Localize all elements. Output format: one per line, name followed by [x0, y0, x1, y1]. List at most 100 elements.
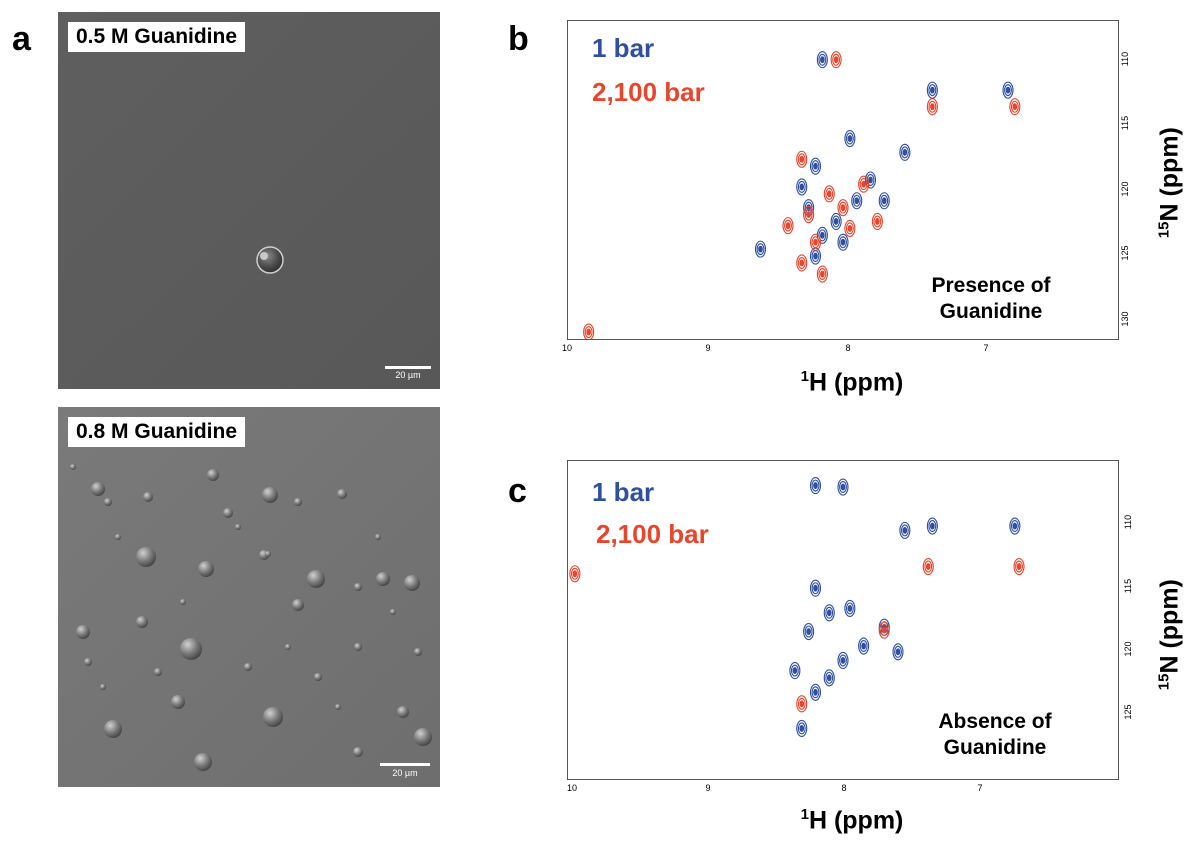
peak-red [803, 206, 815, 224]
panel-letter-a: a [12, 20, 31, 58]
peak-blue [1002, 81, 1014, 99]
peak-red [926, 98, 938, 116]
peak-red [837, 199, 849, 217]
y-tick: 125 [1123, 704, 1133, 720]
droplet [223, 508, 233, 518]
x-tick: 8 [841, 783, 847, 793]
droplet [136, 547, 156, 567]
peak-blue [816, 51, 828, 69]
y-axis-label: 15N (ppm) [1155, 83, 1184, 283]
peak-blue [789, 662, 801, 680]
peak-blue [809, 683, 822, 701]
peak-blue [823, 604, 835, 622]
peak-red [1013, 557, 1025, 576]
concentration-label-0-8m: 0.8 M Guanidine [68, 417, 246, 448]
condition-note-line1: Presence of [931, 274, 1051, 297]
droplet [337, 489, 347, 499]
droplet [180, 599, 186, 605]
x-axis-label-text: H (ppm) [808, 368, 904, 397]
peak-blue [816, 226, 828, 244]
droplet [84, 658, 92, 666]
x-axis-label: 1H (ppm) [752, 806, 952, 835]
peak-blue [796, 178, 808, 196]
legend-1-bar: 1 bar [592, 33, 655, 63]
droplet [353, 747, 363, 757]
peak-blue [844, 129, 856, 148]
micrograph-0-5m: 0.5 M Guanidine 20 µm [58, 12, 440, 389]
x-tick: 8 [845, 343, 851, 353]
peak-red [796, 150, 808, 168]
droplet [265, 551, 271, 557]
droplet [91, 482, 105, 496]
nmr-plot-c [569, 477, 1025, 737]
x-axis-label-text: H (ppm) [808, 806, 904, 835]
peak-blue [830, 212, 842, 231]
legend-2100-bar: 2,100 bar [592, 77, 705, 107]
peak-red [830, 51, 842, 69]
droplet [207, 469, 219, 481]
peak-red [878, 621, 890, 639]
droplet [397, 706, 409, 718]
peak-blue [878, 192, 890, 210]
micrograph-0-8m-image [58, 407, 440, 787]
y-tick: 130 [1120, 311, 1130, 327]
x-axis-label-isotope: 1 [800, 368, 809, 385]
y-axis-label: 15N (ppm) [1155, 535, 1184, 735]
peak-blue [837, 651, 849, 670]
droplet [263, 707, 283, 727]
y-axis-label-isotope: 15 [1155, 221, 1173, 239]
droplet [285, 644, 291, 650]
peak-blue [844, 599, 856, 617]
droplet [171, 695, 185, 709]
concentration-label-0-5m: 0.5 M Guanidine [68, 22, 246, 53]
x-tick: 7 [983, 343, 989, 353]
droplet [244, 663, 252, 671]
nmr-plot-b [583, 51, 1021, 339]
peak-blue [892, 643, 904, 661]
peak-red [809, 233, 822, 251]
peak-red [871, 212, 883, 231]
droplet [376, 572, 390, 586]
y-axis-label-isotope: 15 [1155, 673, 1173, 691]
x-tick: 10 [561, 343, 572, 353]
y-tick: 115 [1123, 578, 1133, 594]
nmr-spectrum-c: 1 bar 2,100 bar Absence of Guanidine [567, 460, 1119, 780]
peak-red [858, 175, 870, 193]
x-axis-label-isotope: 1 [800, 806, 809, 823]
peak-red [922, 557, 934, 576]
droplet [198, 561, 214, 577]
droplet [262, 487, 278, 503]
x-axis-label: 1H (ppm) [752, 368, 952, 397]
peak-red [583, 323, 595, 339]
droplet [235, 524, 241, 530]
peak-blue [851, 192, 863, 210]
peak-blue [837, 233, 849, 251]
condition-note-line2: Guanidine [939, 300, 1043, 324]
droplet [414, 728, 432, 746]
peak-blue [796, 719, 808, 737]
peak-blue [899, 143, 911, 161]
peak-red [1009, 98, 1021, 116]
droplet [154, 668, 162, 676]
peak-red [823, 185, 835, 203]
y-tick: 110 [1120, 51, 1130, 67]
droplet [143, 492, 153, 502]
peak-blue [809, 477, 822, 495]
condition-note: Presence of Guanidine [906, 273, 1076, 326]
peak-blue [899, 521, 911, 539]
y-tick: 115 [1120, 115, 1130, 131]
droplet [404, 575, 420, 591]
peak-blue [837, 478, 849, 496]
scale-bar [380, 763, 430, 766]
peak-blue [858, 637, 870, 655]
legend-1-bar: 1 bar [592, 477, 655, 507]
panel-letter-b: b [508, 20, 529, 58]
peak-red [844, 219, 856, 237]
micrograph-0-8m: 0.8 M Guanidine 20 µm [58, 407, 440, 787]
droplet [414, 648, 422, 656]
droplet [100, 684, 106, 690]
micrograph-0-5m-image [58, 12, 440, 389]
droplet [390, 609, 396, 615]
droplet [104, 498, 112, 506]
scale-bar-label: 20 µm [395, 370, 421, 380]
